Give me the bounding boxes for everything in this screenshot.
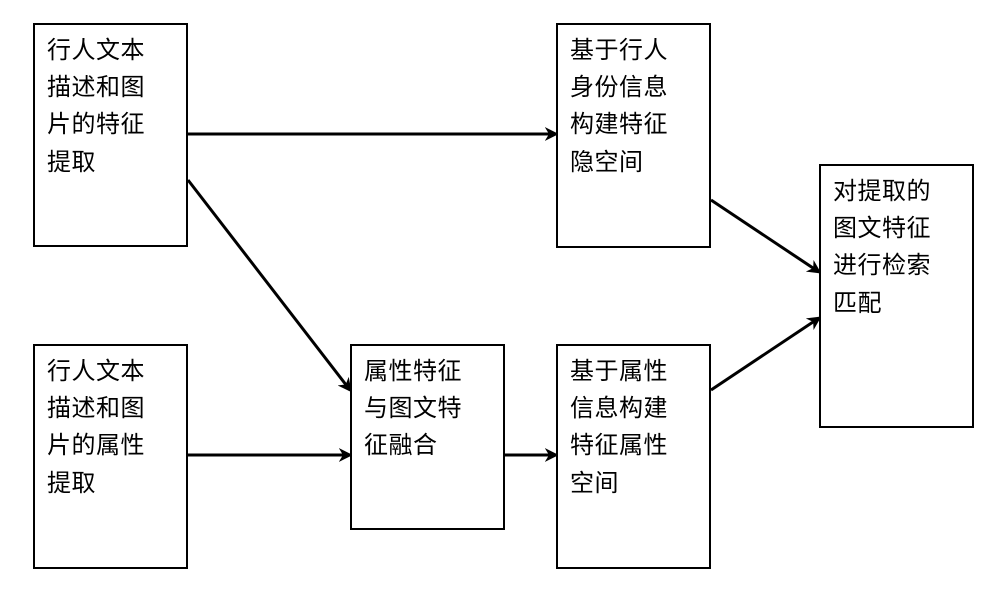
flow-node-n3: 属性特征 与图文特 征融合 [350,344,505,530]
flow-node-label: 行人文本 描述和图 片的属性 提取 [47,354,145,503]
edge-n4-n6 [711,200,819,272]
flow-node-label: 行人文本 描述和图 片的特征 提取 [47,33,145,182]
flow-node-n6: 对提取的 图文特征 进行检索 匹配 [819,164,974,428]
flow-node-label: 基于属性 信息构建 特征属性 空间 [570,354,668,503]
flow-node-label: 对提取的 图文特征 进行检索 匹配 [833,174,931,323]
flow-node-label: 属性特征 与图文特 征融合 [364,354,462,466]
flow-node-n2: 行人文本 描述和图 片的属性 提取 [33,344,188,569]
edge-n5-n6 [711,318,819,390]
flow-node-n1: 行人文本 描述和图 片的特征 提取 [33,23,188,247]
flow-node-n4: 基于行人 身份信息 构建特征 隐空间 [556,23,711,248]
flow-node-n5: 基于属性 信息构建 特征属性 空间 [556,344,711,569]
edge-n1-n3 [188,180,350,390]
flow-node-label: 基于行人 身份信息 构建特征 隐空间 [570,33,668,182]
